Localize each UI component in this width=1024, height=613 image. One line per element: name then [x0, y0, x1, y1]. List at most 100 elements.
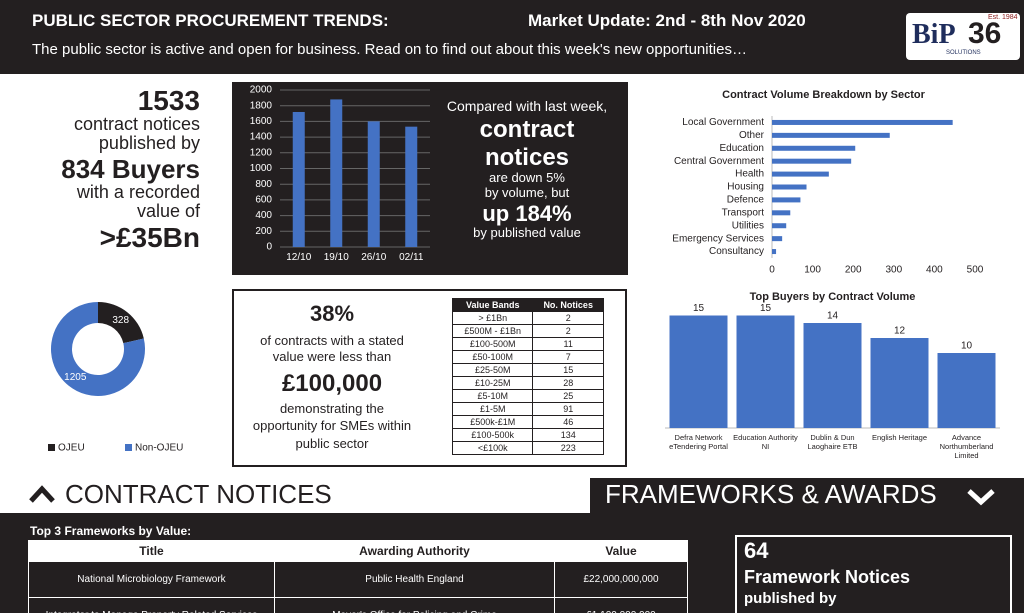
data-label: 328	[112, 315, 129, 326]
x-tick-label: Education Authority NI	[733, 433, 798, 451]
bar	[367, 121, 380, 247]
sme-share: 38%	[309, 301, 355, 326]
bar	[772, 197, 801, 203]
logo-number: 36	[968, 17, 1002, 50]
y-tick-label: Health	[735, 169, 764, 180]
logo-tagline: SOLUTIONS	[946, 50, 981, 56]
donut-slice	[50, 302, 145, 396]
framework-text: published by	[744, 589, 837, 607]
x-tick-label: 500	[967, 265, 984, 276]
y-tick-label: 600	[255, 195, 272, 206]
sme-threshold: £100,000	[281, 370, 383, 398]
table-row: £500k-£1M 46	[451, 415, 604, 429]
y-tick-label: 1800	[250, 100, 273, 111]
y-tick-label: Central Government	[674, 156, 764, 167]
chart-title: Contract Volume Breakdown by Sector	[722, 89, 925, 101]
x-tick-label: 02/11	[399, 252, 424, 263]
sme-text: demonstrating the opportunity for SMEs w…	[252, 400, 412, 451]
bar	[772, 145, 856, 151]
bar	[330, 99, 343, 247]
comparison-subject: contract notices	[479, 116, 575, 171]
x-tick-label: 400	[926, 265, 943, 276]
table-cell: £1,100,000,000	[554, 597, 688, 613]
table-header: No. Notices	[532, 298, 604, 312]
comparison-text: by volume, but	[484, 185, 570, 201]
bar	[772, 210, 791, 216]
framework-count: 64	[744, 538, 769, 563]
section-heading: FRAMEWORKS & AWARDS	[605, 479, 937, 509]
y-tick-label: 1200	[250, 147, 273, 158]
bar	[772, 158, 852, 164]
data-label: 15	[760, 303, 772, 314]
framework-label: Framework Notices	[744, 566, 911, 587]
x-tick-label: 200	[845, 265, 862, 276]
y-tick-label: 1600	[250, 116, 273, 127]
comparison-text: Compared with last week,	[446, 98, 608, 114]
table-row: £1-5M 91	[451, 402, 604, 416]
y-tick-label: 2000	[250, 85, 273, 96]
y-tick-label: 400	[255, 210, 272, 221]
y-tick-label: 0	[266, 242, 272, 253]
table-row: Integrator to Manage Property Related Se…	[28, 597, 688, 613]
notice-count: 1533	[137, 85, 200, 116]
data-label: 1205	[64, 372, 87, 383]
buyers: 834 Buyers	[61, 154, 200, 185]
x-tick-label: 19/10	[323, 252, 349, 263]
comparison-text: by published value	[473, 225, 581, 241]
bar	[772, 184, 807, 190]
bar	[772, 249, 777, 255]
x-tick-label: 12/10	[286, 252, 312, 263]
chevron-down	[967, 489, 995, 506]
comparison-text: are down 5%	[489, 170, 565, 186]
y-tick-label: 1400	[250, 132, 273, 143]
table-cell: 2	[532, 324, 604, 338]
data-label: 10	[961, 341, 973, 352]
x-tick-label: Advance Northumberland Limited	[939, 433, 994, 460]
bar	[736, 315, 795, 428]
y-tick-label: Utilities	[732, 220, 764, 231]
bar	[405, 126, 418, 247]
table-cell: 223	[532, 441, 604, 455]
header-band	[0, 0, 1024, 74]
bar	[772, 171, 829, 177]
sme: 38% of contracts with a stated value wer…	[252, 300, 412, 452]
legend-swatch	[48, 444, 55, 451]
legend-label: Non-OJEU	[135, 443, 183, 454]
frameworks-caption: Top 3 Frameworks by Value:	[30, 524, 192, 538]
y-tick-label: 800	[255, 179, 272, 190]
value-bands-table: Value Bands No. Notices > £1Bn 2 £500M - £1B…	[451, 298, 604, 455]
logo-est: Est. 1984	[988, 14, 1018, 21]
header-title: PUBLIC SECTOR PROCUREMENT TRENDS:	[32, 11, 389, 30]
x-tick-label: 300	[885, 265, 902, 276]
y-tick-label: Housing	[727, 182, 764, 193]
framework-stats: 64 Framework Notices published by	[735, 535, 1012, 613]
summary: 1533 contract notices published by 834 B…	[10, 86, 200, 253]
bar	[772, 236, 783, 242]
table-row: <£100k 223	[451, 441, 604, 455]
header-subtitle: The public sector is active and open for…	[32, 41, 747, 58]
bar	[772, 132, 890, 138]
bar	[669, 315, 728, 428]
donut-slice	[98, 302, 144, 344]
table-row: > £1Bn 2	[451, 311, 604, 325]
section-heading: CONTRACT NOTICES	[65, 479, 332, 509]
bar	[870, 338, 929, 428]
y-tick-label: Education	[720, 143, 764, 154]
bar	[772, 223, 787, 229]
y-tick-label: Defence	[727, 195, 765, 206]
y-tick-label: Consultancy	[709, 246, 764, 257]
x-tick-label: 26/10	[361, 252, 387, 263]
total-value: >£35Bn	[99, 222, 200, 254]
legend-label: OJEU	[58, 443, 85, 454]
y-tick-label: 200	[255, 226, 272, 237]
y-tick-label: 1000	[250, 163, 273, 174]
y-tick-label: Other	[739, 130, 765, 141]
legend-swatch	[125, 444, 132, 451]
x-tick-label: 0	[769, 265, 775, 276]
comparison: Compared with last week, contract notice…	[437, 98, 617, 241]
bar	[937, 353, 996, 428]
y-tick-label: Transport	[722, 207, 765, 218]
bar	[292, 111, 305, 247]
frameworks-table: Title Awarding Authority Value National Mic…	[28, 540, 688, 613]
